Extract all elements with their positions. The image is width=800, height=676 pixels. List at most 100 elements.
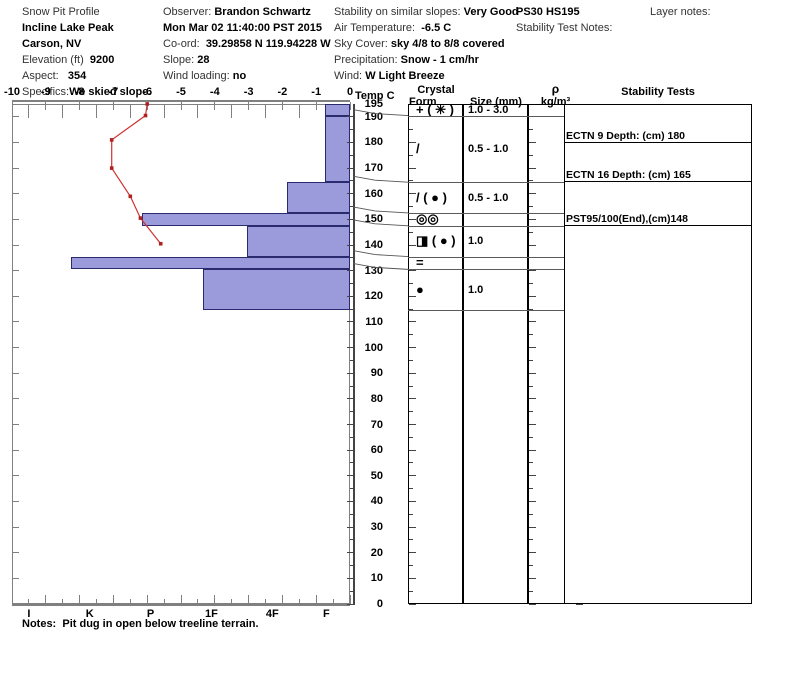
temperature-tick-label: -1 <box>311 86 322 98</box>
column-tick <box>409 334 413 336</box>
height-tick <box>12 295 19 297</box>
column-tick <box>409 488 413 490</box>
column-tick <box>529 116 536 118</box>
depth-label: 0 <box>376 598 383 610</box>
layer-boundary <box>408 182 583 184</box>
temperature-tick <box>79 102 81 110</box>
column-tick <box>529 539 533 541</box>
column-tick <box>529 411 533 413</box>
hardness-tick <box>231 599 233 604</box>
depth-tick <box>350 539 355 541</box>
depth-tick <box>347 475 355 477</box>
depth-tick <box>350 308 355 310</box>
hardness-tick <box>214 595 216 604</box>
depth-tick <box>350 462 355 464</box>
depth-tick <box>350 565 355 567</box>
grain-size-header: Size (mm) <box>470 96 522 108</box>
layer-connector <box>352 219 409 227</box>
temperature-tick-label: 0 <box>346 86 354 98</box>
notes-text: Pit dug in open below treeline terrain. <box>62 618 259 630</box>
temperature-tick <box>11 102 13 110</box>
temperature-minor-tick <box>197 104 199 118</box>
header-row: Air Temperature: -6.5 C <box>334 20 519 36</box>
depth-tick <box>350 231 355 233</box>
height-tick <box>12 500 19 502</box>
layer-notes-label: Layer notes: <box>650 6 711 18</box>
column-tick <box>529 372 536 374</box>
column-tick <box>409 565 413 567</box>
height-tick <box>12 116 19 118</box>
column-tick <box>409 154 413 156</box>
temperature-minor-tick <box>62 104 64 118</box>
layer-boundary <box>408 269 583 271</box>
depth-tick <box>350 385 355 387</box>
site-name: Incline Lake Peak <box>22 22 114 34</box>
depth-tick <box>350 513 355 515</box>
hardness-bar <box>246 225 350 257</box>
column-tick <box>529 141 536 143</box>
hardness-axis-line <box>12 604 350 606</box>
coord-label: Co-ord: <box>163 38 200 50</box>
depth-tick <box>347 167 355 169</box>
temperature-tick <box>349 102 351 110</box>
depth-tick <box>347 577 355 579</box>
header-info-panel: Snow Pit Profile Incline Lake Peak Carso… <box>0 0 800 98</box>
temperature-tick-label: -7 <box>108 86 119 98</box>
header-row: Incline Lake Peak <box>22 20 151 36</box>
hardness-bar <box>287 182 350 213</box>
temperature-minor-tick <box>129 104 131 118</box>
depth-tick <box>347 398 355 400</box>
column-tick <box>409 398 416 400</box>
hardness-label: I <box>27 608 31 620</box>
app-title: Snow Pit Profile <box>22 6 100 18</box>
column-tick <box>529 436 533 438</box>
air-temp-value: -6.5 C <box>421 22 452 34</box>
coord-value: 39.29858 N 119.94228 W <box>205 38 331 50</box>
depth-tick <box>350 257 355 259</box>
column-tick <box>409 321 416 323</box>
temperature-tick-label: -5 <box>176 86 186 98</box>
grain-size-column <box>463 104 528 604</box>
temperature-minor-tick <box>231 104 233 118</box>
height-tick <box>12 603 19 605</box>
crystal-form-symbol: / ( ● ) <box>416 189 447 205</box>
hardness-label: P <box>146 608 155 620</box>
hardness-tick <box>45 595 47 604</box>
crystal-form-symbol: / <box>416 140 420 156</box>
hardness-tick <box>332 599 334 604</box>
column-tick <box>409 449 416 451</box>
depth-tick <box>350 488 355 490</box>
crystal-form-symbol: ● <box>416 281 424 297</box>
site-region: Carson, NV <box>22 38 82 50</box>
hardness-bar <box>71 256 350 270</box>
depth-tick <box>350 282 355 284</box>
column-tick <box>529 565 533 567</box>
crystal-form-header-line1: Crystal <box>417 84 455 96</box>
column-tick <box>409 141 416 143</box>
column-tick <box>409 359 413 361</box>
header-column-codes: PS30 HS195 Stability Test Notes: <box>516 4 612 36</box>
column-tick <box>409 282 413 284</box>
hardness-tick <box>265 599 266 604</box>
column-tick <box>409 424 416 425</box>
column-tick <box>409 116 416 118</box>
header-row: Slope: 28 <box>163 52 331 68</box>
footer-notes: Notes: Pit dug in open below treeline te… <box>22 618 259 630</box>
depth-tick <box>347 449 355 451</box>
column-tick <box>529 193 536 195</box>
column-tick <box>409 257 413 259</box>
header-row: Stability Test Notes: <box>516 20 612 36</box>
column-tick <box>409 347 416 349</box>
header-row: Wind: W Light Breeze <box>334 68 519 84</box>
precipitation-label: Precipitation: <box>334 54 398 66</box>
snow-pit-chart: -10 -9 -8 -7 -6 -5 -4 -3 -2 -1 0 I K P 1F 4F F 195 190 18… <box>0 82 800 646</box>
column-tick <box>529 308 533 310</box>
column-tick <box>409 475 416 477</box>
temperature-minor-tick <box>28 104 30 118</box>
layer-connector <box>352 206 409 214</box>
header-row: Layer notes: <box>650 4 711 20</box>
hardness-label: K <box>85 608 94 620</box>
grain-size-value: 0.5 - 1.0 <box>468 142 509 155</box>
column-tick <box>529 270 536 272</box>
temperature-point <box>109 138 114 142</box>
